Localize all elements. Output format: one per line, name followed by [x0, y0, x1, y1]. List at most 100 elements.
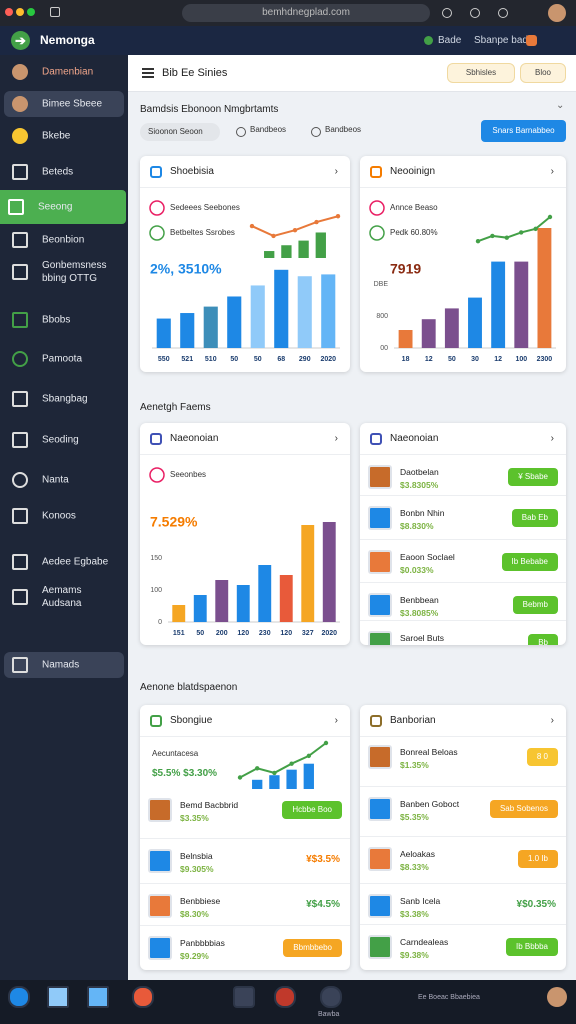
sidebar-item[interactable]: Aedee Egbabe	[4, 545, 124, 579]
row-title: Carndealeas	[400, 937, 449, 947]
row-button[interactable]: Sab Sobenos	[489, 800, 558, 818]
y-tick-label: 800	[376, 313, 388, 320]
row-button[interactable]: Ib Bebabe	[501, 553, 558, 571]
home-button[interactable]	[50, 7, 60, 17]
card-chevron[interactable]: ›	[550, 433, 554, 444]
trend-point	[323, 740, 329, 746]
row-button[interactable]: Hcbbe Boo	[282, 801, 342, 819]
list-row: Saroel Buts$3.35%Bb	[360, 620, 566, 645]
taskbar-icon[interactable]	[274, 986, 296, 1008]
sidebar-label: Aemams Audsana	[42, 585, 82, 609]
sidebar-item[interactable]: Bimee Sbeee	[4, 91, 124, 117]
bar	[250, 285, 265, 348]
row-button[interactable]: Bbmbbebo	[283, 939, 342, 957]
primary-button[interactable]: Snars Barnabbeo	[481, 120, 566, 142]
sidebar-item[interactable]: Damenbian	[4, 55, 124, 89]
sidebar-label: Beteds	[42, 166, 74, 178]
radio[interactable]	[236, 127, 246, 137]
list-row: Carndealeas $9.38% Ib Bbbba	[360, 924, 566, 968]
card-title: Naeonoian	[170, 433, 219, 444]
x-tick-label: 2020	[320, 356, 336, 363]
taskbar-icon[interactable]	[87, 986, 109, 1008]
taskbar-icon[interactable]	[47, 986, 69, 1008]
browser-icon[interactable]	[442, 8, 452, 18]
taskbar-icon[interactable]	[132, 986, 154, 1008]
sidebar-label: Nanta	[42, 474, 69, 486]
sidebar-item[interactable]: Sbangbag	[4, 382, 124, 416]
row-icon	[368, 631, 392, 645]
row-button[interactable]: ¥ Sbabe	[508, 468, 558, 486]
trend-bar	[286, 769, 297, 789]
filter-option[interactable]: Sioonon Seoon	[140, 123, 220, 141]
card-chevron[interactable]: ›	[550, 715, 554, 726]
filter-option[interactable]: Bandbeos	[250, 125, 287, 134]
browser-icon[interactable]	[470, 8, 480, 18]
filter-option[interactable]: Bandbeos	[325, 125, 362, 134]
legend-icon	[149, 467, 165, 483]
trend-point	[306, 753, 311, 759]
url-bar[interactable]: bemhdnegplad.com	[182, 4, 430, 22]
sidebar-item[interactable]: Pamoota	[4, 342, 124, 376]
sidebar-icon	[12, 554, 28, 570]
trend-bar	[303, 763, 314, 789]
avatar[interactable]	[548, 4, 566, 22]
row-value: $9.305%	[180, 864, 214, 874]
card-icon	[150, 433, 162, 445]
filters-heading: Bamdsis Ebonoon Nmgbrtamts	[140, 104, 279, 115]
sidebar-item[interactable]: Gonbemsness bbing OTTG	[4, 255, 124, 289]
row-button[interactable]: Ib Bbbba	[505, 938, 558, 956]
bar	[514, 261, 529, 348]
sidebar-item[interactable]: Seeong	[0, 190, 126, 224]
sidebar-icon	[12, 128, 28, 144]
radio[interactable]	[311, 127, 321, 137]
taskbar-icon[interactable]	[233, 986, 255, 1008]
taskbar-icon[interactable]	[320, 986, 342, 1008]
sidebar-item[interactable]: Beonbion	[4, 223, 124, 257]
row-title: Banben Goboct	[400, 799, 460, 809]
trend-point	[272, 770, 277, 776]
row-button[interactable]: Bb	[528, 634, 558, 645]
row-button[interactable]: Bebmb	[512, 596, 558, 614]
card-title: Sbongiue	[170, 715, 213, 726]
avatar[interactable]	[547, 987, 567, 1007]
app-name: Nemonga	[40, 33, 95, 47]
sidebar-item[interactable]: Seoding	[4, 423, 124, 457]
row-icon	[368, 797, 392, 821]
row-button[interactable]: 8 0	[526, 748, 558, 766]
sidebar-item[interactable]: Bbobs	[4, 303, 124, 337]
row-title: Bemd Bacbbrid	[180, 800, 239, 810]
sidebar-item[interactable]: Beteds	[4, 155, 124, 189]
browser-icon[interactable]	[498, 8, 508, 18]
card: Shoebisia › Sedeees Seebones Betbeltes Ssro…	[140, 156, 350, 372]
bar	[468, 297, 482, 348]
trend-bar	[298, 240, 309, 258]
sidebar-icon	[12, 432, 28, 448]
x-tick-label: 151	[173, 630, 185, 637]
card-chevron[interactable]: ›	[334, 166, 338, 177]
list-row: Daotbelan $3.8305% ¥ Sbabe	[360, 455, 566, 499]
chart: Sedeees Seebones Betbeltes Ssrobes 2%, 351…	[149, 200, 341, 363]
trend-point	[547, 214, 553, 220]
account[interactable]: Sbanpe bad	[474, 35, 528, 46]
card-title: Banborian	[390, 715, 436, 726]
card-chevron[interactable]: ›	[550, 166, 554, 177]
taskbar-icon[interactable]	[8, 986, 30, 1008]
card-chevron[interactable]: ›	[334, 715, 338, 726]
sidebar-item[interactable]: Nanta	[4, 463, 124, 497]
sidebar-label: Pamoota	[42, 353, 83, 365]
sidebar-item[interactable]: Bkebe	[4, 119, 124, 153]
sidebar-item[interactable]: Namads	[4, 652, 124, 678]
card-chevron[interactable]: ›	[334, 433, 338, 444]
row-button[interactable]: Bab Eb	[511, 509, 558, 527]
row-title: Sanb Icela	[400, 896, 441, 906]
row-title: Bonreal Beloas	[400, 747, 458, 757]
sidebar-item[interactable]: Konoos	[4, 499, 124, 533]
row-icon	[368, 465, 392, 489]
trend-line	[477, 216, 551, 243]
sidebar-item[interactable]: Aemams Audsana	[4, 580, 124, 614]
row-button[interactable]: 1.0 Ib	[517, 850, 558, 868]
bar	[180, 313, 195, 348]
toolbar-button[interactable]: Bloo	[520, 63, 566, 83]
toolbar-button[interactable]: Sbhisles	[447, 63, 515, 83]
settings-icon[interactable]	[526, 35, 537, 46]
